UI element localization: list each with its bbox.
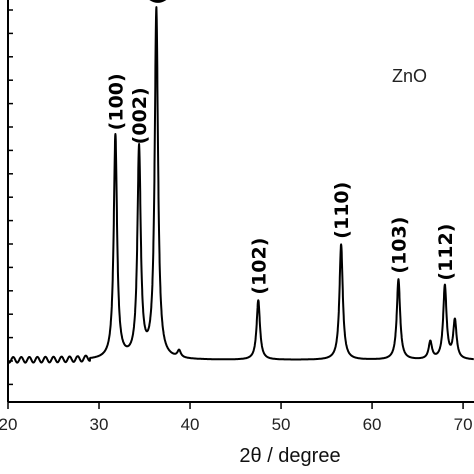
x-tick-label: 70 [454,415,473,434]
legend-label: ZnO [392,66,427,86]
x-tick-label: 40 [181,415,200,434]
peak-label: (112) [435,224,457,281]
x-axis-title: 2θ / degree [239,445,340,467]
peak-labels: (100)(002) (101) (102) (110) (103) (112) [105,0,456,295]
peak-label: (103) [388,217,410,274]
series-line-zno [7,6,474,364]
plot-frame [7,0,474,403]
peak-label: (110) [331,182,353,239]
x-axis-ticks: 20 30 40 50 60 70 [0,402,473,434]
peak-label: (100) [105,73,127,130]
x-tick-label: 60 [363,415,382,434]
peak-label: (002) [129,87,151,144]
peak-label: (102) [248,238,270,295]
peak-label: (101) [146,0,168,4]
x-tick-label: 30 [90,415,109,434]
x-tick-label: 50 [272,415,291,434]
x-tick-label: 20 [0,415,17,434]
